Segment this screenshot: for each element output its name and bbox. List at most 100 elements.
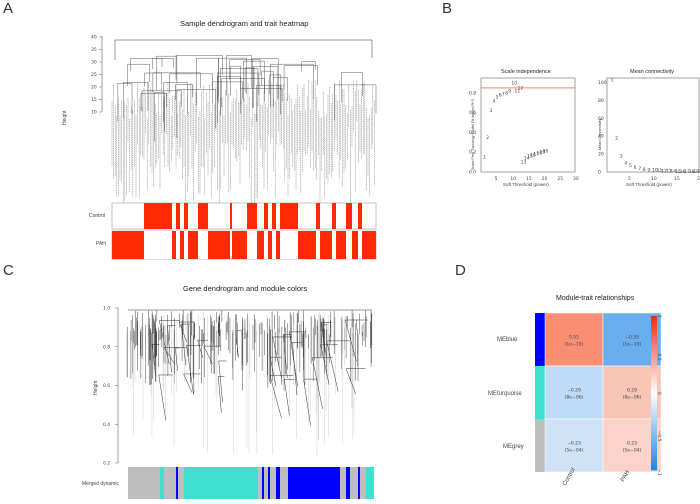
y-tick-label: 0.4 — [469, 130, 476, 136]
connectivity-point: 4 — [624, 161, 627, 167]
gene-branch — [159, 320, 180, 365]
legend-gradient-step — [651, 362, 657, 366]
p-value: (5e−04) — [623, 448, 642, 454]
pah-gap-cell — [358, 231, 362, 259]
control-sample-cell — [346, 203, 352, 229]
control-sample-cell — [264, 203, 268, 229]
pah-gap-cell — [198, 231, 208, 259]
legend-gradient-step — [651, 434, 657, 437]
gene-branch — [235, 330, 242, 358]
pah-gap-cell — [280, 231, 298, 259]
gene-branch — [203, 345, 222, 365]
soft-threshold-point: 1 — [483, 155, 486, 161]
soft-threshold-point: 13 — [521, 160, 527, 166]
dendrogram-branch — [140, 93, 167, 111]
y-tick-label: 0.6 — [103, 383, 110, 389]
control-sample-cell — [198, 203, 208, 229]
x-tick-label: 20 — [697, 176, 700, 182]
mean-connectivity-title: Mean connectivity — [630, 69, 675, 75]
row-label-megrey: MEgrey — [503, 444, 524, 450]
gene-branch — [269, 356, 282, 387]
module-color-cell — [176, 467, 178, 499]
p-value: (8e−06) — [623, 395, 642, 401]
gene-branch — [178, 321, 195, 343]
legend-gradient-step — [651, 452, 657, 455]
pah-gap-cell — [144, 231, 172, 259]
y-tick-label: 20 — [91, 85, 97, 91]
legend-gradient-step — [651, 444, 657, 448]
dendrogram-branch — [169, 73, 213, 94]
y-tick-label: 35 — [91, 47, 97, 53]
x-tick-label: 25 — [557, 176, 563, 182]
connectivity-point: 19 — [693, 169, 699, 175]
dendrogram-branch — [226, 55, 252, 96]
x-tick-label: 20 — [542, 176, 548, 182]
legend-gradient-step — [651, 423, 657, 427]
dendrogram-branch — [269, 74, 282, 95]
dendrogram-branch — [243, 60, 265, 103]
y-tick-label: 0.0 — [469, 170, 476, 176]
gene-branch — [272, 336, 292, 381]
legend-gradient-step — [651, 395, 657, 399]
gene-branch — [183, 373, 201, 393]
soft-threshold-point: 19 — [540, 150, 546, 156]
y-tick-label: 0 — [598, 170, 601, 176]
module-color-cell — [360, 467, 366, 499]
soft-threshold-point: 9 — [508, 88, 511, 94]
gene-branch — [320, 344, 338, 385]
control-sample-cell — [332, 203, 336, 229]
legend-gradient-step — [651, 454, 657, 458]
legend-gradient-step — [651, 426, 657, 430]
panel-a-title: Sample dendrogram and trait heatmap — [180, 19, 309, 28]
legend-gradient-step — [651, 449, 657, 453]
connectivity-point: 13 — [666, 169, 672, 175]
control-sample-cell — [272, 203, 276, 229]
dendrogram-branch — [240, 88, 283, 105]
mean-connectivity-xlabel: Soft Threshold (power) — [626, 182, 672, 187]
module-color-cell — [288, 467, 340, 499]
legend-gradient-step — [651, 346, 657, 350]
legend-gradient-step — [651, 393, 657, 396]
soft-threshold-point: 20 — [543, 149, 549, 155]
y-tick-label: 0.6 — [469, 110, 476, 116]
dendrogram-branch — [141, 90, 182, 112]
x-tick-label: 30 — [573, 176, 579, 182]
legend-gradient-step — [651, 431, 657, 435]
dendrogram-branch — [175, 84, 194, 100]
correlation-value: 0.29 — [627, 388, 637, 394]
correlation-value: 0.23 — [627, 441, 637, 447]
y-tick-label: 0.8 — [103, 344, 110, 350]
panel-letter-a: A — [3, 0, 14, 17]
gene-branch — [218, 360, 227, 403]
legend-gradient-step — [651, 403, 657, 407]
legend-gradient-step — [651, 382, 657, 386]
legend-gradient-step — [651, 344, 657, 348]
x-tick-label: 15 — [526, 176, 532, 182]
dendrogram-branch — [244, 67, 255, 93]
panel-d-title: Module-trait relationships — [556, 295, 635, 302]
dendrogram-branch — [212, 81, 243, 104]
connectivity-point: 6 — [634, 165, 637, 171]
module-color-cell — [128, 467, 160, 499]
legend-gradient-step — [651, 354, 657, 358]
legend-tick-label: 1 — [656, 315, 662, 318]
merged-dynamic-label: Merged dynamic — [82, 481, 119, 487]
correlation-value: −0.55 — [625, 335, 639, 341]
legend-gradient-step — [651, 428, 657, 432]
legend-gradient-step — [651, 400, 657, 404]
dendrogram-branch — [127, 64, 150, 87]
gene-dendrogram — [126, 309, 373, 457]
dendrogram-branch — [175, 55, 223, 80]
legend-gradient-step — [651, 372, 657, 376]
dendrogram-branch — [154, 92, 165, 142]
dendrogram-branch — [261, 70, 274, 86]
legend-gradient-step — [651, 357, 657, 360]
p-value: (5e−04) — [565, 448, 584, 454]
legend-gradient-step — [651, 359, 657, 363]
soft-threshold-point: 18 — [536, 151, 542, 157]
pah-gap-cell — [247, 231, 257, 259]
correlation-value: −0.23 — [567, 441, 581, 447]
